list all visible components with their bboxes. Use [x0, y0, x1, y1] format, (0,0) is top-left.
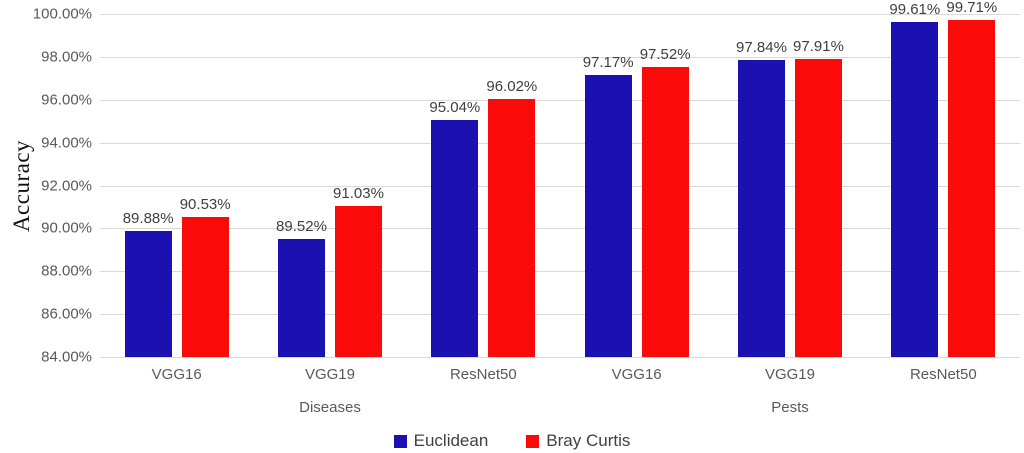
bar-groups: 89.88% 90.53% 89.52% 91.03% 95.04% 96.02% 97.1…	[100, 0, 1020, 357]
gridline	[100, 14, 1020, 15]
bar-bray-curtis: 91.03%	[333, 185, 384, 357]
legend-item-bray-curtis: Bray Curtis	[526, 431, 630, 451]
bar-value-label: 91.03%	[333, 185, 384, 203]
bar-value-label: 89.52%	[276, 217, 327, 235]
bar-value-label: 97.52%	[639, 46, 691, 64]
bar-value-label: 97.17%	[582, 53, 634, 71]
gridline	[100, 185, 1020, 187]
bar-value-label: 95.04%	[429, 99, 481, 117]
x-axis-label: ResNet50	[909, 366, 977, 383]
gridline	[100, 99, 1020, 101]
bar-value-label: 96.02%	[486, 78, 538, 96]
bar-bray-curtis: 97.91%	[793, 38, 844, 357]
bar-euclidean: 97.17%	[583, 54, 634, 357]
y-tick-label: 98.00%	[41, 48, 92, 66]
y-tick-label: 100.00%	[32, 5, 92, 23]
y-tick-label: 90.00%	[41, 219, 92, 237]
bar-value-label: 99.61%	[889, 1, 941, 19]
bar-group-vgg16-0: 89.88% 90.53%	[100, 14, 253, 357]
gridline	[100, 271, 1020, 273]
gridline	[100, 56, 1020, 58]
bar-value-label: 90.53%	[179, 196, 231, 214]
x-axis-label: VGG16	[611, 366, 662, 383]
bar-group-resnet50-2: 95.04% 96.02%	[407, 14, 560, 357]
gridline	[100, 228, 1020, 230]
x-axis-label: VGG19	[304, 366, 355, 383]
legend: Euclidean Bray Curtis	[0, 431, 1024, 451]
section-label-pests: Pests	[771, 399, 809, 416]
x-axis-label: ResNet50	[449, 366, 517, 383]
bar-value-label: 97.91%	[793, 37, 844, 55]
bar-euclidean: 97.84%	[736, 39, 787, 357]
section-label-diseases: Diseases	[299, 399, 361, 416]
bar-value-label: 89.88%	[122, 209, 174, 227]
legend-label: Bray Curtis	[546, 431, 631, 450]
bar-group-resnet50-5: 99.61% 99.71%	[867, 0, 1020, 357]
legend-label: Euclidean	[413, 431, 489, 450]
plot-area: 89.88% 90.53% 89.52% 91.03% 95.04% 96.02% 97.1…	[100, 0, 1020, 358]
y-tick-label: 92.00%	[41, 177, 92, 194]
bar-group-vgg19-1: 89.52% 91.03%	[253, 14, 406, 357]
x-axis-label: VGG19	[764, 366, 815, 383]
legend-swatch-icon	[393, 434, 407, 448]
x-axis-label: VGG16	[151, 366, 202, 383]
legend-item-euclidean: Euclidean	[393, 431, 489, 451]
gridline	[100, 314, 1020, 316]
y-tick-label: 88.00%	[41, 262, 92, 280]
bar-euclidean: 89.52%	[276, 218, 327, 357]
bar-bray-curtis: 90.53%	[180, 196, 231, 357]
bar-bray-curtis: 96.02%	[486, 78, 537, 357]
bar-bray-curtis: 97.52%	[640, 46, 691, 357]
y-tick-label: 94.00%	[41, 134, 92, 152]
bar-euclidean: 95.04%	[429, 99, 480, 357]
bar-euclidean: 99.61%	[889, 1, 940, 357]
bar-group-vgg19-4: 97.84% 97.91%	[713, 14, 866, 357]
bar-bray-curtis: 99.71%	[946, 0, 997, 357]
y-tick-label: 96.00%	[41, 91, 92, 109]
y-tick-label: 86.00%	[41, 305, 92, 323]
bar-value-label: 99.71%	[946, 0, 998, 17]
section-labels: Diseases Pests	[100, 399, 1020, 416]
gridline	[100, 357, 1020, 358]
bar-value-label: 97.84%	[736, 39, 787, 57]
bar-euclidean: 89.88%	[123, 210, 174, 357]
y-axis-ticks: 100.00% 98.00% 96.00% 94.00% 92.00% 90.00% 88.…	[0, 6, 92, 366]
gridline	[100, 142, 1020, 144]
legend-swatch-icon	[526, 434, 540, 448]
x-axis-labels: VGG16 VGG19 ResNet50 VGG16 VGG19 ResNet50	[100, 366, 1020, 383]
y-tick-label: 84.00%	[41, 348, 92, 366]
bar-group-vgg16-3: 97.17% 97.52%	[560, 14, 713, 357]
